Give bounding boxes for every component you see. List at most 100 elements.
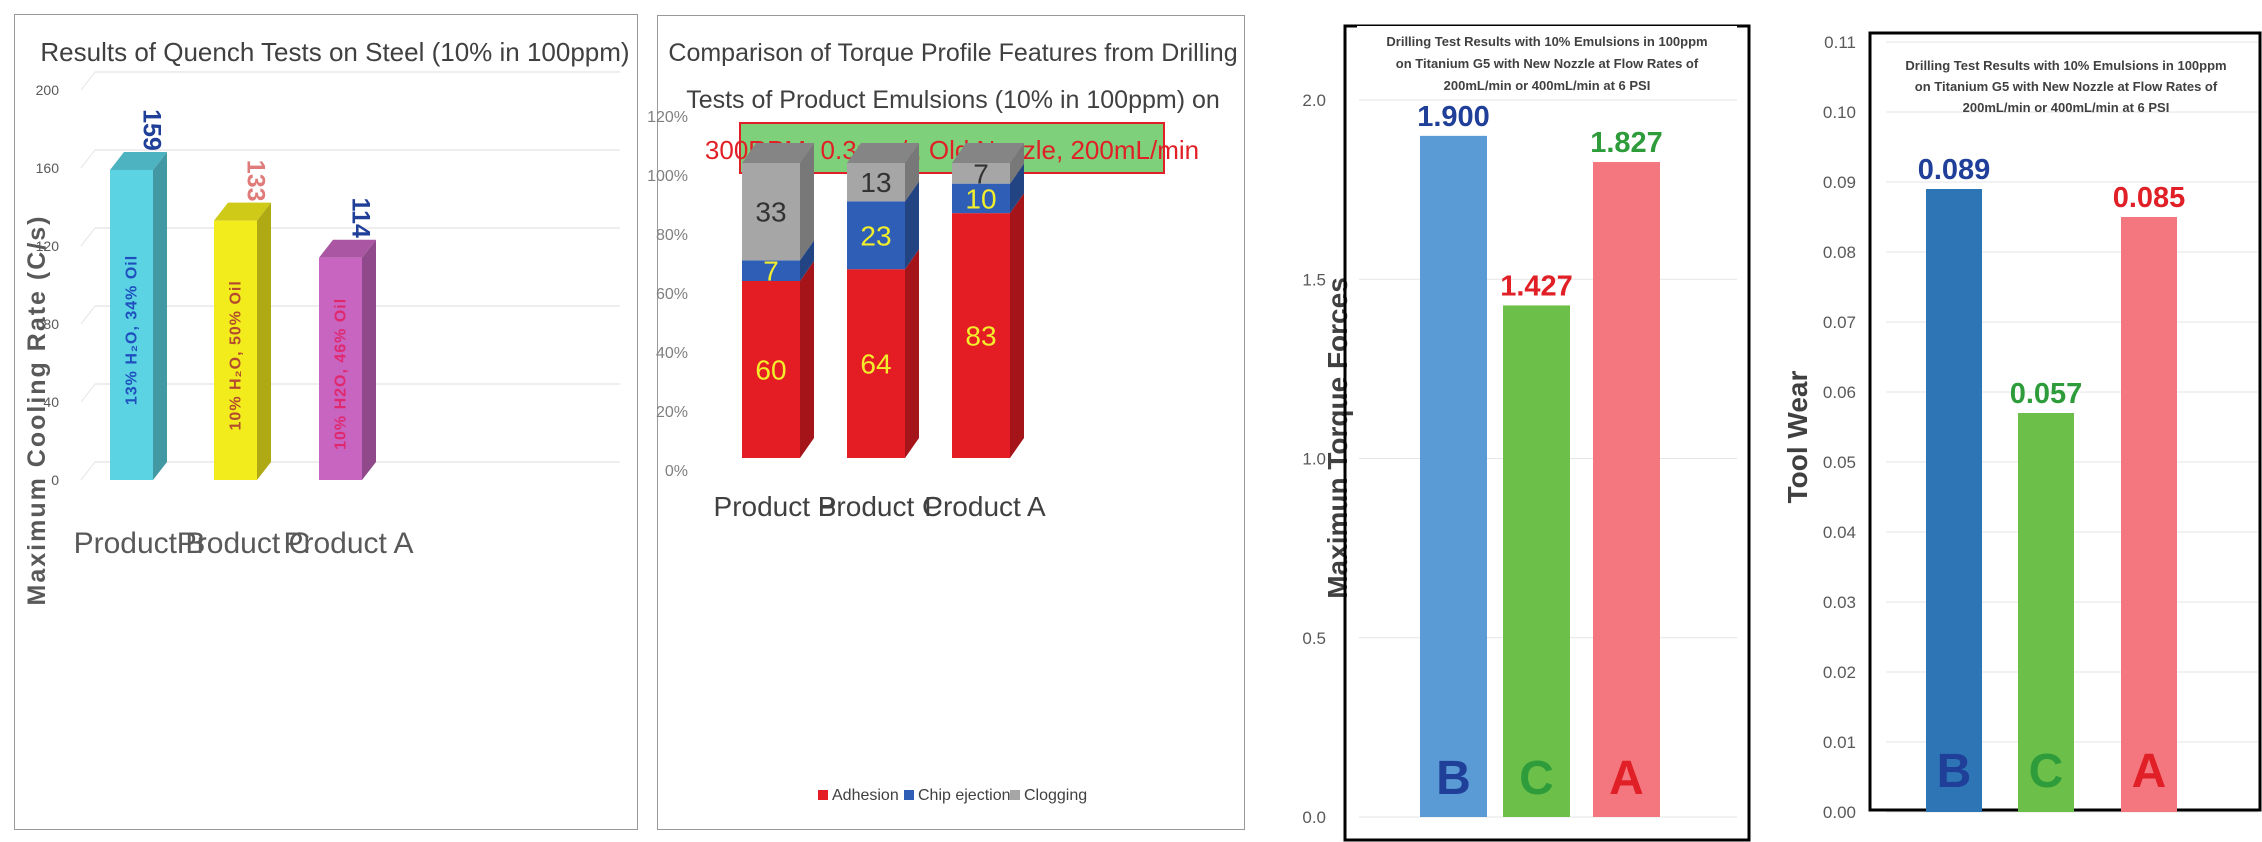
bar [1420, 135, 1487, 818]
y-tick-label: 0.09 [1823, 173, 1856, 192]
bar-segment-side [905, 249, 919, 458]
data-label: 133 [242, 160, 270, 202]
y-tick-label: 0.00 [1823, 803, 1856, 822]
data-label: 7 [763, 256, 779, 287]
chart-title-line-3: 200mL/min or 400mL/min at 6 PSI [1963, 100, 2170, 115]
gridline-depth [80, 149, 96, 169]
x-category-label: A [1609, 752, 1644, 805]
bar [1503, 305, 1570, 817]
chart-title-line-2: on Titanium G5 with New Nozzle at Flow R… [1915, 79, 2218, 94]
bar [1926, 189, 1982, 812]
legend-swatch [818, 790, 828, 800]
bar-top [110, 151, 167, 170]
y-tick-label: 0.08 [1823, 243, 1856, 262]
y-tick-label: 2.0 [1302, 91, 1326, 110]
bar [214, 220, 257, 480]
bar-segment [742, 163, 800, 261]
bar-segment-side [800, 261, 814, 458]
y-tick-label: 160 [36, 160, 60, 176]
torque-forces-plot: Maximun Torque Forces 0.0 0.5 1.0 1.5 2.0 Dr… [1302, 24, 1751, 842]
y-tick-label: 0.04 [1823, 523, 1856, 542]
y-tick-label: 20% [656, 404, 688, 421]
data-label: 159 [138, 109, 166, 151]
y-tick-label: 0.05 [1823, 453, 1856, 472]
title-box [1357, 26, 1737, 99]
torque-forces-chart: Maximun Torque Forces 0.0 0.5 1.0 1.5 2.0 Dr… [1265, 0, 1755, 842]
bar-segment [952, 213, 1010, 458]
bar-segment-side [1010, 193, 1024, 458]
x-category-label: Product A [924, 491, 1046, 522]
y-tick-label: 0.01 [1823, 733, 1856, 752]
y-tick-label: 0.11 [1824, 33, 1856, 52]
data-label: 1.900 [1417, 101, 1490, 133]
bar-annotation: 10% H2O, 46% Oil [333, 298, 350, 450]
bar-top [214, 202, 271, 221]
bar-segment-side [1010, 163, 1024, 214]
chart-title-line-2: Tests of Product Emulsions (10% in 100pp… [686, 86, 1220, 114]
bar [1593, 162, 1660, 817]
data-label: 1.427 [1500, 270, 1573, 302]
tool-wear-chart: Tool Wear 0.00 0.01 0.02 0.03 0.04 0.05 0.06 0.… [1776, 0, 2262, 842]
data-label: 0.057 [2010, 378, 2083, 410]
bar-segment-side [905, 181, 919, 270]
legend-label: Adhesion [832, 787, 899, 804]
gridline-depth [80, 227, 96, 247]
torque-profile-plot: Comparison of Torque Profile Features fr… [647, 39, 1238, 804]
y-tick-label: 80 [43, 316, 59, 332]
bar-top [952, 143, 1024, 163]
chart-title-line-1: Comparison of Torque Profile Features fr… [668, 39, 1237, 67]
data-label: 10 [965, 183, 996, 214]
quench-test-chart: Results of Quench Tests on Steel (10% in… [14, 14, 638, 830]
legend-swatch [1010, 790, 1020, 800]
y-tick-label: 1.5 [1302, 270, 1326, 289]
y-tick-label: 0.5 [1302, 629, 1326, 648]
bar [2018, 413, 2074, 812]
bar-top [847, 143, 919, 163]
x-category-label: B [1436, 752, 1471, 805]
y-tick-label: 120% [647, 109, 688, 126]
x-category-label: Product A [283, 527, 413, 560]
y-tick-label: 60% [656, 286, 688, 303]
bar-top [742, 143, 814, 163]
quench-test-plot: Results of Quench Tests on Steel (10% in… [23, 37, 630, 605]
data-label: 1.827 [1590, 127, 1663, 159]
gridline-depth [80, 383, 96, 403]
bar [2121, 217, 2177, 812]
chart-title: Results of Quench Tests on Steel (10% in… [40, 37, 629, 67]
data-label: 23 [860, 220, 891, 251]
y-tick-label: 0.0 [1302, 808, 1326, 827]
bar-segment [847, 201, 905, 270]
bar-segment-side [800, 240, 814, 281]
x-category-label: Product B [714, 491, 837, 522]
data-label: 64 [860, 349, 891, 380]
bar [110, 169, 153, 480]
chart-title-line-1: Drilling Test Results with 10% Emulsions… [1386, 34, 1707, 49]
x-category-label: Product C [177, 527, 310, 560]
y-tick-label: 40% [656, 345, 688, 362]
bar-segment [952, 183, 1010, 214]
x-category-label: Product C [818, 491, 943, 522]
y-tick-label: 0 [51, 472, 59, 488]
x-category-label: C [2029, 745, 2064, 798]
y-tick-label: 0.10 [1823, 103, 1856, 122]
bar-segment-side [800, 143, 814, 261]
bar-annotation: 13% H₂O, 34% Oil [124, 255, 141, 405]
gridline-depth [80, 305, 96, 325]
x-category-label: B [1937, 745, 1972, 798]
tool-wear-plot: Tool Wear 0.00 0.01 0.02 0.03 0.04 0.05 0.06 0.… [1782, 31, 2262, 822]
legend-label: Chip ejection [918, 787, 1011, 804]
gridline-depth [80, 71, 96, 91]
bar-annotation: 10% H₂O, 50% Oil [228, 280, 245, 430]
y-axis-label: Maximun Torque Forces [1322, 277, 1353, 599]
data-label: 7 [973, 158, 989, 189]
y-tick-label: 0.03 [1823, 593, 1856, 612]
data-label: 83 [965, 321, 996, 352]
y-tick-label: 0.02 [1823, 663, 1856, 682]
y-tick-label: 0% [665, 463, 688, 480]
bar-segment-side [905, 143, 919, 202]
y-tick-label: 120 [36, 238, 60, 254]
data-label: 0.089 [1918, 154, 1991, 186]
bar-segment [847, 163, 905, 202]
y-tick-label: 100% [647, 168, 688, 185]
data-label: 33 [755, 197, 786, 228]
